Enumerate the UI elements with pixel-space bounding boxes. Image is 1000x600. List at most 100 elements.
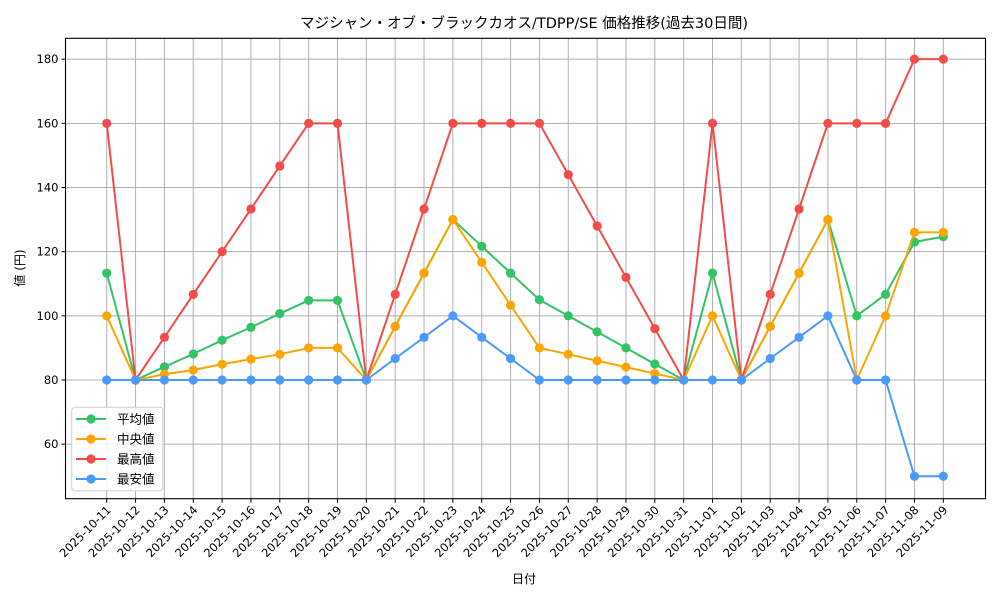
data-point	[188, 289, 198, 299]
axes-frame	[64, 37, 987, 500]
data-point	[650, 368, 660, 379]
data-point	[505, 300, 516, 310]
data-point	[217, 359, 227, 369]
data-point	[563, 375, 573, 385]
y-tick-label: 140	[37, 180, 59, 194]
data-point	[130, 375, 141, 385]
y-tick-label: 100	[37, 309, 59, 323]
plot-area	[102, 54, 948, 481]
data-point	[448, 214, 458, 225]
data-point	[679, 375, 689, 385]
data-point	[246, 354, 256, 364]
data-point	[246, 204, 256, 214]
data-point	[332, 118, 343, 128]
data-point	[563, 170, 573, 180]
legend-item: 最安値	[76, 472, 155, 487]
data-point	[707, 311, 718, 321]
y-tick-label: 80	[44, 373, 59, 387]
data-point	[881, 375, 891, 385]
data-point	[505, 268, 516, 278]
data-point	[938, 227, 948, 238]
data-point	[448, 118, 458, 128]
data-point	[102, 375, 112, 385]
data-point	[823, 118, 833, 128]
data-point	[477, 241, 487, 251]
data-point	[534, 375, 545, 385]
series-line	[106, 314, 944, 478]
data-point	[823, 311, 833, 321]
data-point	[102, 311, 112, 321]
data-point	[852, 375, 862, 385]
data-point	[823, 214, 833, 225]
data-point	[217, 247, 227, 257]
data-point	[246, 375, 256, 385]
data-point	[390, 289, 400, 299]
legend-marker-icon	[86, 434, 96, 444]
data-point	[505, 353, 516, 364]
data-point	[246, 322, 256, 332]
data-point	[881, 118, 891, 128]
x-axis-label: 日付	[512, 572, 536, 586]
data-point	[909, 471, 920, 481]
chart-title: マジシャン・オブ・ブラックカオス/TDPP/SE 価格推移(過去30日間)	[300, 14, 748, 32]
data-point	[707, 375, 718, 385]
legend-label: 最安値	[117, 472, 155, 487]
data-point	[159, 332, 169, 342]
data-point	[505, 118, 516, 128]
data-point	[938, 54, 948, 64]
data-point	[621, 375, 631, 385]
legend-label: 中央値	[117, 432, 155, 447]
data-point	[534, 118, 545, 128]
data-point	[881, 289, 891, 299]
data-point	[361, 375, 371, 385]
y-tick-label: 120	[37, 245, 59, 259]
data-point	[707, 118, 718, 128]
data-point	[592, 327, 602, 337]
data-point	[275, 375, 285, 385]
data-point	[390, 321, 400, 332]
data-point	[102, 118, 112, 128]
data-point	[102, 268, 112, 278]
grid	[65, 38, 986, 499]
data-point	[794, 204, 804, 214]
data-point	[332, 295, 343, 306]
data-point	[534, 295, 545, 305]
data-point	[188, 375, 198, 385]
data-point	[419, 332, 429, 342]
data-point	[765, 321, 775, 332]
series-3	[102, 311, 948, 481]
y-tick-label: 160	[37, 116, 59, 130]
data-point	[852, 311, 862, 321]
y-axis: 60 80 100 120 140 160 180	[37, 52, 66, 451]
y-tick-label: 180	[37, 52, 59, 66]
data-point	[275, 161, 285, 171]
data-point	[621, 272, 631, 282]
data-point	[390, 353, 400, 364]
data-point	[304, 295, 314, 306]
data-point	[563, 349, 573, 359]
data-point	[736, 375, 746, 385]
legend-box	[71, 406, 164, 492]
legend-item: 中央値	[76, 432, 155, 447]
data-point	[159, 362, 169, 372]
x-axis: 2025-10-112025-10-122025-10-132025-10-14…	[57, 498, 950, 560]
data-point	[650, 375, 660, 385]
data-point	[707, 268, 718, 278]
legend-marker-icon	[86, 474, 96, 484]
y-tick-label: 60	[44, 437, 59, 451]
data-point	[852, 118, 862, 128]
series-line	[105, 58, 944, 381]
data-point	[592, 221, 602, 231]
y-axis-label: 値 (円)	[12, 249, 27, 286]
data-point	[419, 268, 429, 278]
data-point	[650, 359, 660, 369]
data-point	[621, 362, 631, 372]
data-point	[765, 289, 775, 299]
data-point	[650, 324, 660, 334]
data-point	[881, 311, 891, 321]
data-point	[304, 343, 314, 353]
data-point	[592, 356, 602, 366]
data-point	[448, 311, 458, 321]
